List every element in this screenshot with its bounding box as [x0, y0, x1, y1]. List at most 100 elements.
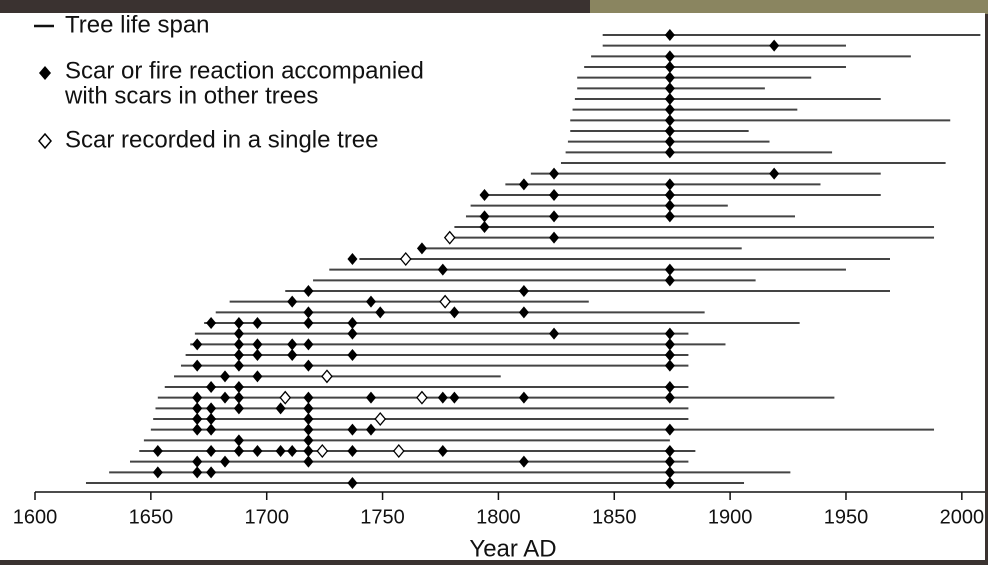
scar-marker [664, 199, 675, 212]
scar-marker [252, 349, 263, 361]
x-tick-label: 1900 [708, 506, 753, 528]
scar-marker [518, 285, 529, 297]
x-tick-label: 1950 [824, 506, 869, 528]
scar-marker [518, 455, 529, 468]
scar-marker [206, 402, 217, 415]
scar-marker [549, 327, 560, 340]
scar-marker [152, 466, 163, 479]
scar-marker [303, 455, 314, 468]
scar-marker [365, 391, 376, 404]
scar-marker [192, 359, 203, 372]
scar-marker [233, 359, 244, 372]
scar-marker [220, 370, 230, 383]
scar-marker [664, 189, 675, 201]
scar-marker [664, 391, 675, 404]
scar-marker [233, 381, 244, 393]
scar-marker [664, 381, 675, 393]
scar-marker [664, 135, 675, 148]
plot-panel [0, 13, 985, 560]
scar-marker [518, 178, 529, 191]
scar-marker [664, 338, 675, 351]
scar-marker [664, 359, 675, 372]
scar-marker [275, 402, 286, 415]
scar-marker [664, 103, 675, 116]
x-tick-label: 1600 [13, 506, 58, 528]
scar-marker [449, 306, 460, 319]
scar-marker [252, 370, 263, 383]
scar-marker [303, 413, 314, 425]
scar-marker [220, 455, 230, 468]
scar-marker [664, 455, 675, 468]
x-axis-title: Year AD [469, 535, 556, 562]
scar-marker [664, 125, 675, 137]
legend-scar-label: Scar or fire reaction accompanied [65, 57, 424, 84]
scar-marker [252, 338, 263, 351]
scar-marker [287, 445, 298, 457]
scar-marker [664, 477, 675, 489]
scar-marker [287, 338, 298, 351]
scar-marker [233, 317, 244, 329]
scar-marker [233, 402, 244, 415]
scar-marker [437, 445, 448, 457]
scar-marker [220, 391, 230, 404]
single-scar-marker [279, 390, 292, 405]
scar-marker [518, 306, 529, 319]
single-scar-marker [374, 411, 387, 427]
scar-marker [664, 61, 675, 73]
scar-marker [664, 263, 675, 276]
scar-marker [479, 210, 490, 223]
scar-marker [347, 317, 358, 329]
x-tick-label: 1800 [476, 506, 521, 528]
scar-marker [303, 306, 314, 319]
scar-marker [664, 71, 675, 84]
scar-marker [347, 327, 358, 340]
scar-marker [664, 274, 675, 287]
photo-strip [590, 0, 988, 14]
scar-marker [206, 466, 217, 479]
scar-marker [206, 445, 217, 457]
scar-marker [664, 50, 675, 63]
scar-marker [252, 317, 263, 329]
scar-marker [252, 445, 263, 457]
scar-marker [192, 338, 203, 351]
scar-marker [664, 349, 675, 361]
x-tick-label: 1750 [360, 506, 405, 528]
scar-marker [347, 423, 358, 436]
legend: Tree life span Scar or fire reaction acc… [34, 11, 424, 153]
scar-marker [347, 349, 358, 361]
scar-marker [233, 445, 244, 457]
legend-scar-label: with scars in other trees [64, 82, 318, 109]
scar-marker [206, 317, 217, 329]
scar-marker [152, 445, 163, 457]
scar-marker [192, 423, 203, 436]
scar-marker [303, 338, 314, 351]
scar-marker [664, 93, 675, 105]
scar-marker [347, 253, 358, 265]
scar-marker [206, 381, 217, 393]
scar-marker [303, 445, 314, 457]
scar-marker [347, 477, 358, 489]
scar-marker [416, 242, 427, 255]
scar-marker [192, 413, 203, 425]
legend-scar-symbol [39, 66, 51, 80]
scar-marker [437, 391, 448, 404]
scar-marker [233, 391, 244, 404]
legend-single-symbol [38, 132, 52, 150]
scar-marker [303, 402, 314, 415]
scar-marker [287, 295, 298, 308]
scar-marker [664, 82, 675, 95]
scar-marker [664, 445, 675, 457]
scar-marker [365, 295, 376, 308]
scar-marker [549, 189, 560, 201]
scar-marker [769, 39, 780, 52]
legend-span-label: Tree life span [65, 11, 210, 38]
scar-marker [549, 210, 560, 223]
scar-marker [664, 210, 675, 223]
scar-marker [664, 423, 675, 436]
x-tick-label: 2000 [940, 506, 985, 528]
scar-marker [664, 146, 675, 159]
scar-marker [303, 423, 314, 436]
x-tick-label: 1700 [244, 506, 289, 528]
scar-marker [206, 423, 217, 436]
